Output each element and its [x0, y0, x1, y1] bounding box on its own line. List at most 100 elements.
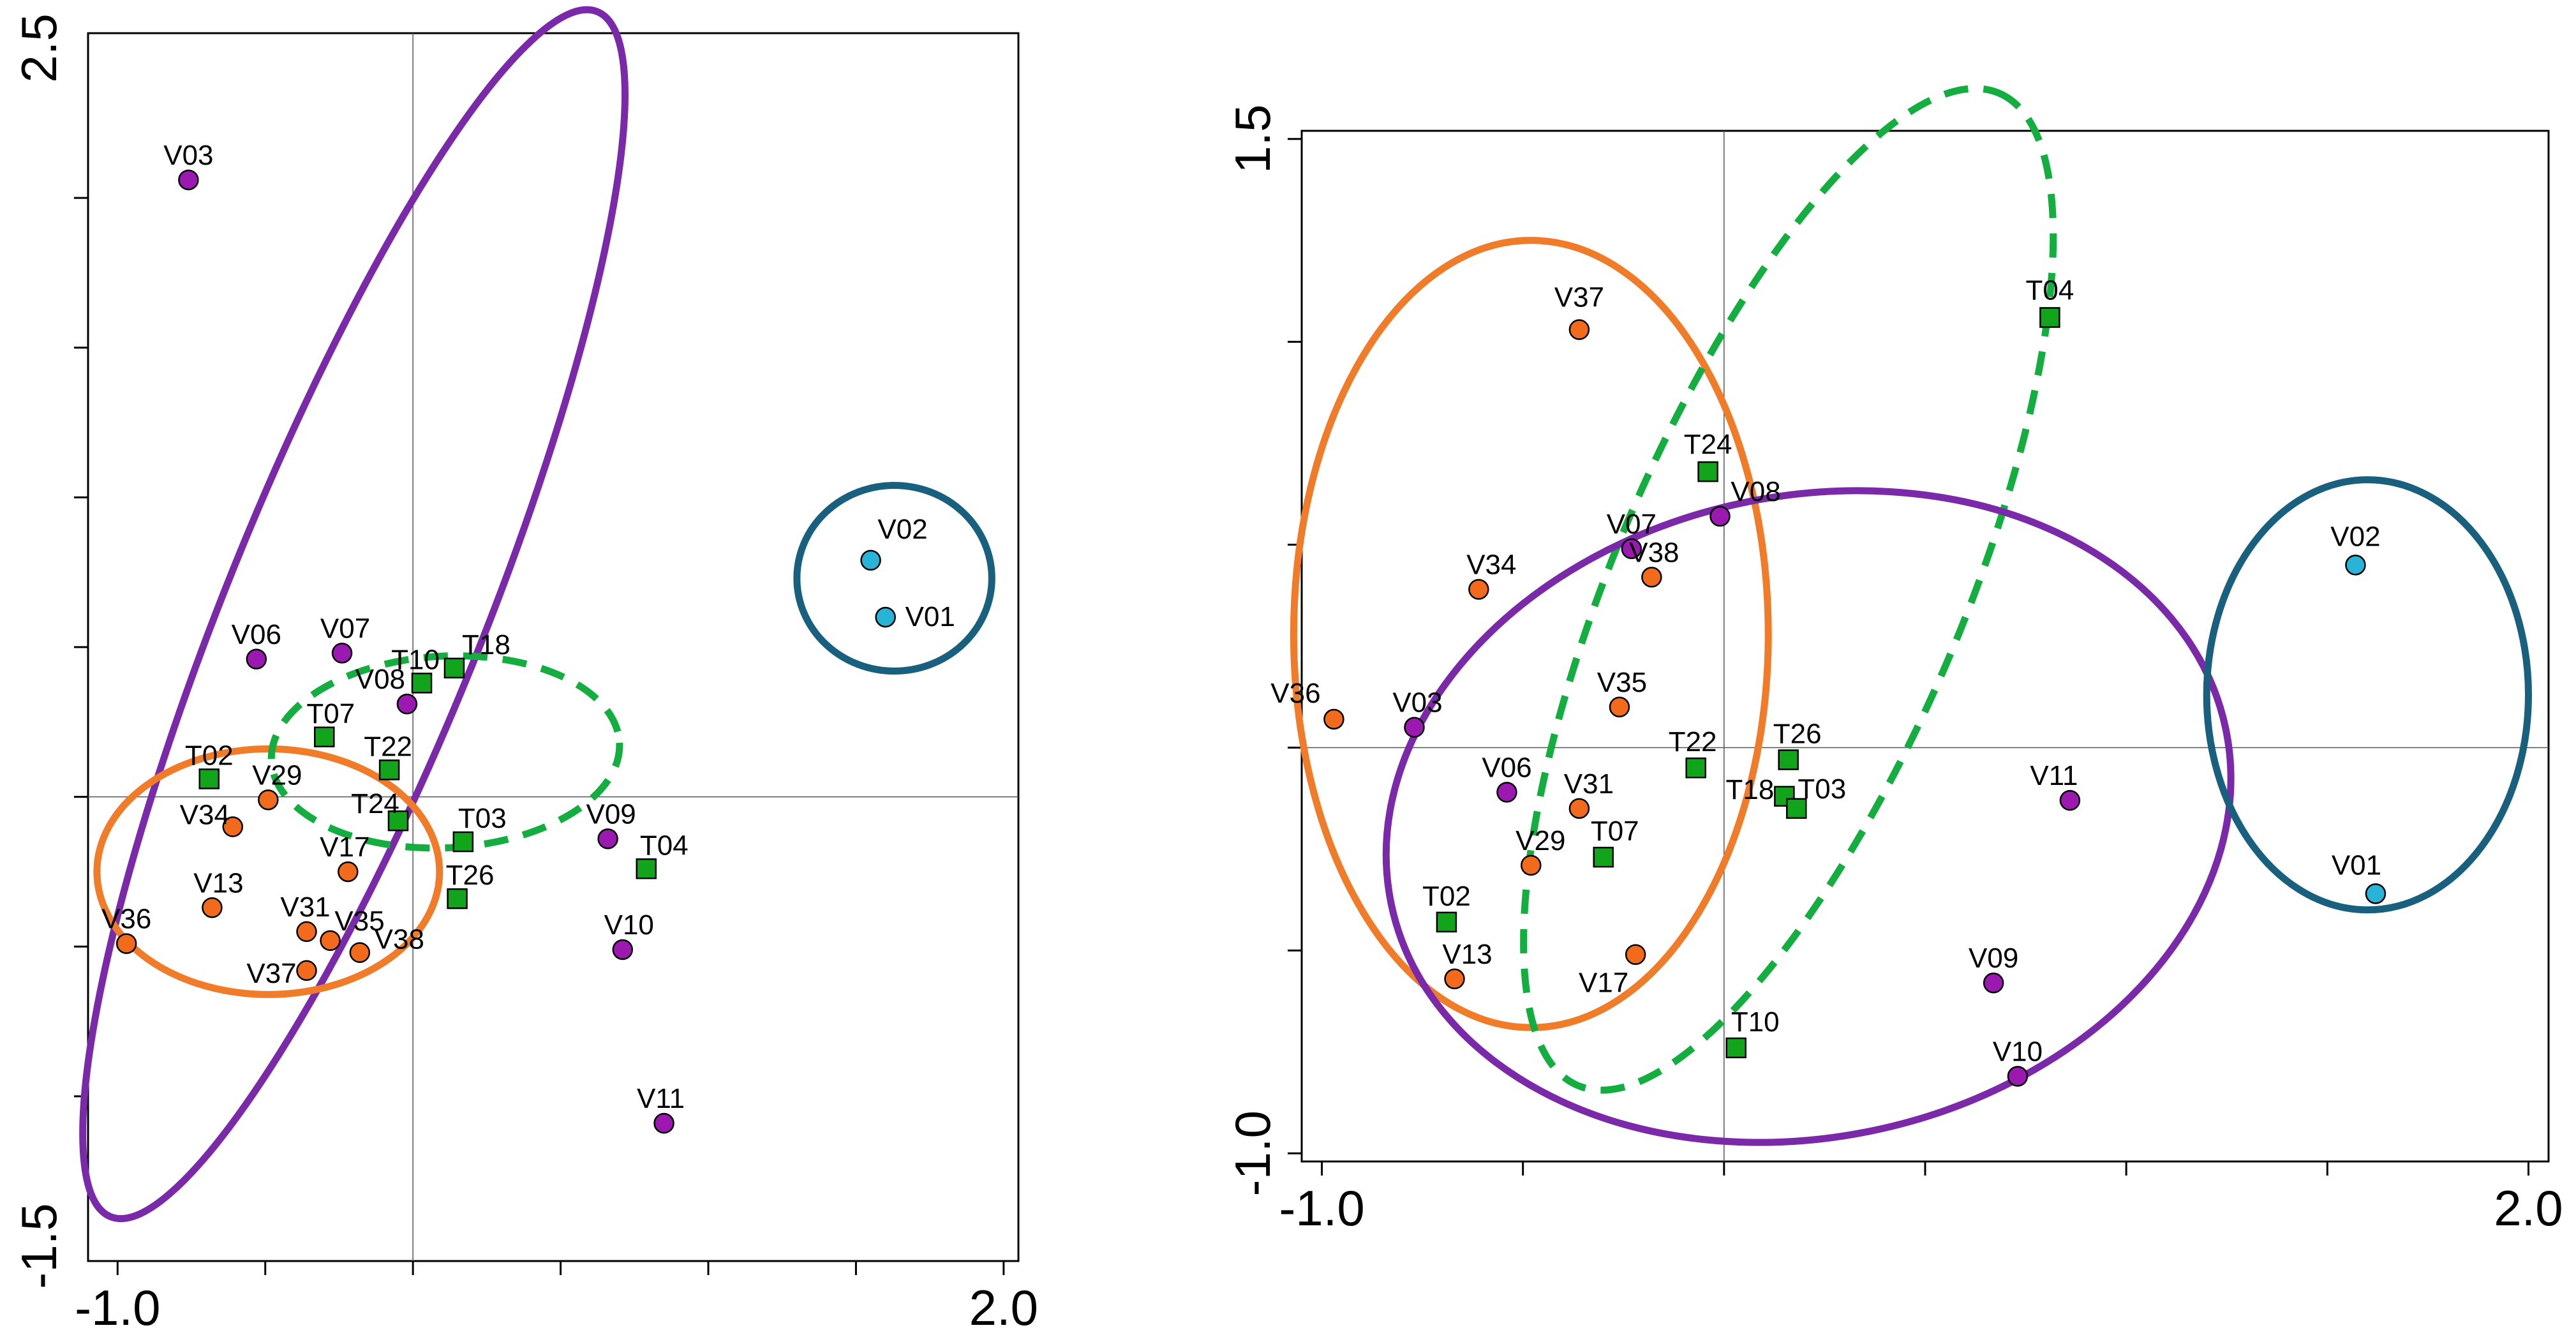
- point-label-v38: V38: [375, 924, 424, 955]
- point-t04: [636, 858, 657, 879]
- point-label-t22: T22: [1669, 726, 1717, 758]
- point-label-t03: T03: [458, 803, 507, 834]
- point-label-v13: V13: [1442, 939, 1492, 970]
- point-label-t24: T24: [351, 788, 399, 819]
- point-t04: [2039, 307, 2060, 328]
- point-v06: [246, 648, 267, 670]
- point-v02: [860, 549, 881, 571]
- point-label-v10: V10: [604, 909, 654, 941]
- point-label-v31: V31: [1564, 768, 1614, 800]
- point-label-v09: V09: [586, 798, 636, 830]
- point-label-v08: V08: [355, 664, 405, 695]
- point-t03: [1786, 798, 1807, 819]
- point-label-v01: V01: [905, 601, 955, 632]
- point-label-t18: T18: [1725, 774, 1774, 805]
- point-label-v06: V06: [232, 619, 281, 650]
- point-t24: [387, 810, 409, 832]
- point-label-v37: V37: [246, 958, 296, 989]
- point-t26: [1778, 749, 1799, 770]
- point-v03: [1404, 717, 1425, 738]
- point-label-v06: V06: [1482, 752, 1531, 783]
- point-label-t18: T18: [462, 629, 510, 661]
- point-v02: [2345, 555, 2366, 576]
- point-v17: [1625, 944, 1646, 965]
- point-v34: [1468, 579, 1489, 600]
- group-ellipse-2: [267, 652, 623, 852]
- point-label-v29: V29: [252, 759, 302, 791]
- point-label-t02: T02: [185, 740, 234, 771]
- point-label-t03: T03: [1798, 773, 1846, 805]
- left-scatter-panel: -1.0 2.0 2.5 -1.5 V03 V06 V07 V08 V09 V10 V11 V29 V3…: [11, 6, 1038, 1336]
- point-v35: [1609, 696, 1630, 718]
- x-tick-label: -1.0: [75, 1280, 160, 1336]
- point-v37: [1568, 319, 1590, 340]
- point-label-t22: T22: [364, 731, 412, 762]
- point-v03: [178, 169, 199, 191]
- point-v35: [320, 930, 341, 952]
- plot-frame: [1300, 130, 2550, 1163]
- point-label-v38: V38: [1629, 537, 1679, 568]
- plot-frame: [87, 32, 1020, 1262]
- point-v07: [1621, 538, 1642, 560]
- point-label-v35: V35: [1597, 667, 1647, 698]
- point-label-t26: T26: [446, 860, 495, 891]
- x-tick-label: 2.0: [969, 1280, 1038, 1336]
- point-t10: [411, 673, 433, 694]
- point-label-v10: V10: [1993, 1036, 2043, 1067]
- point-v08: [1709, 505, 1731, 527]
- point-t03: [452, 831, 474, 853]
- point-v01: [875, 606, 896, 628]
- point-v10: [612, 939, 634, 960]
- group-ellipse-0: [1290, 237, 1772, 1031]
- point-v29: [1521, 855, 1542, 876]
- group-ellipse-0: [79, 6, 629, 1223]
- point-v13: [1444, 968, 1465, 990]
- point-label-v09: V09: [1969, 943, 2018, 974]
- point-v38: [1641, 567, 1662, 588]
- point-t07: [314, 726, 335, 748]
- point-label-v34: V34: [180, 800, 230, 831]
- point-label-t10: T10: [391, 644, 440, 675]
- point-label-t04: T04: [640, 830, 689, 861]
- point-label-v13: V13: [193, 867, 243, 899]
- y-tick-label: 1.5: [1225, 104, 1281, 173]
- group-ellipse-1: [93, 745, 443, 998]
- point-label-v29: V29: [1515, 825, 1565, 856]
- point-t24: [1697, 461, 1718, 482]
- point-label-v03: V03: [1392, 687, 1442, 719]
- point-label-v31: V31: [280, 892, 330, 923]
- point-v01: [2365, 883, 2386, 904]
- point-v37: [296, 960, 317, 982]
- point-label-v17: V17: [320, 832, 369, 863]
- point-label-v37: V37: [1554, 282, 1604, 313]
- point-t10: [1725, 1037, 1746, 1059]
- point-label-v02: V02: [877, 514, 927, 545]
- point-label-t10: T10: [1731, 1006, 1780, 1038]
- point-label-t24: T24: [1684, 429, 1732, 460]
- point-v11: [2059, 789, 2081, 811]
- point-v31: [296, 921, 317, 943]
- right-scatter-panel: -1.0 2.0 1.5 -1.0 V08 V07 V03 V06 V11 V09 V10 V37 V3…: [1225, 85, 2563, 1236]
- point-label-v35: V35: [334, 906, 384, 937]
- point-label-v07: V07: [1607, 509, 1657, 540]
- point-label-v17: V17: [1579, 967, 1628, 999]
- point-v29: [258, 789, 279, 810]
- point-label-v36: V36: [101, 904, 151, 935]
- point-v13: [202, 897, 223, 918]
- group-ellipse-3: [2203, 476, 2532, 914]
- point-v17: [338, 861, 359, 883]
- x-tick-label: -1.0: [1279, 1180, 1364, 1236]
- point-label-v11: V11: [637, 1083, 685, 1114]
- point-label-v34: V34: [1466, 549, 1516, 580]
- point-v09: [597, 828, 618, 849]
- point-v31: [1568, 798, 1590, 819]
- point-label-v11: V11: [2030, 760, 2078, 791]
- point-v07: [331, 643, 353, 664]
- point-t18: [443, 657, 465, 679]
- group-ellipse-1: [1520, 85, 2057, 1094]
- point-v36: [115, 933, 137, 954]
- point-v09: [1983, 972, 2004, 994]
- point-t07: [1593, 846, 1614, 868]
- y-tick-label: 2.5: [11, 13, 67, 82]
